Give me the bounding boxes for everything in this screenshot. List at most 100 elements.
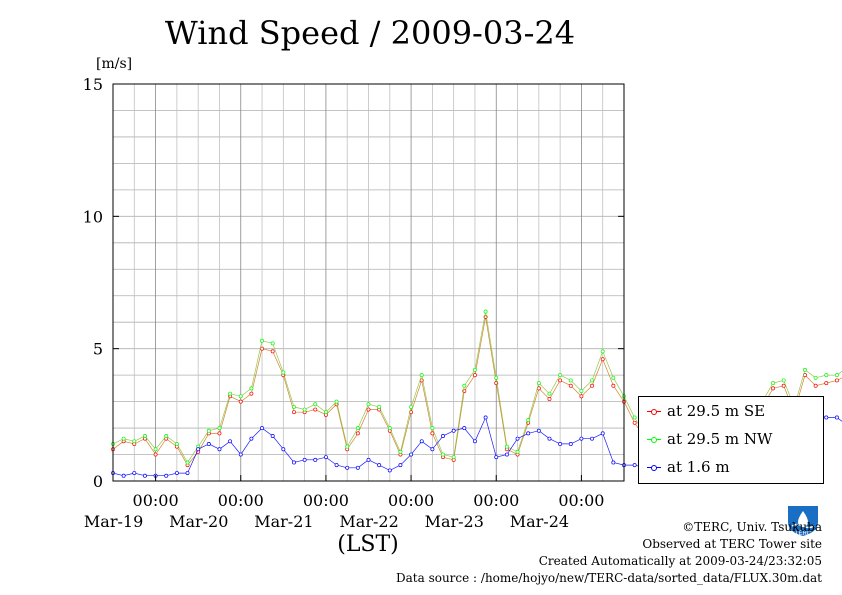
x-tick-day-label: Mar-21 [254,512,313,531]
x-tick-day-label: Mar-24 [510,512,569,531]
data-point [409,452,414,457]
data-point [494,375,499,380]
data-point [185,460,190,465]
data-point [206,441,211,446]
x-tick-time-label: 00:00 [473,491,519,510]
data-point [292,404,296,409]
series-line [112,316,842,467]
data-point [504,444,509,449]
data-point [270,349,275,354]
data-point [323,410,328,415]
data-point [558,373,563,378]
data-point [345,444,350,449]
data-point [323,455,328,460]
x-tick-time-label: 00:00 [218,491,264,510]
data-point [430,431,435,436]
data-point [451,455,456,460]
data-point [430,447,435,452]
data-point [132,439,137,444]
y-tick-label: 15 [83,75,103,94]
legend-item-se: at 29.5 m SE [647,400,765,422]
data-point [579,394,584,399]
created-text: Created Automatically at 2009-03-24/23:3… [538,554,822,568]
data-point [462,383,467,388]
data-point [260,426,264,431]
data-point [494,455,499,460]
data-point [174,441,179,446]
data-point [473,373,477,378]
credits: ©TERC, Univ. Tsukuba Observed at TERC To… [396,519,822,587]
data-point [313,402,318,407]
data-point [536,428,541,433]
data-point [281,447,286,452]
data-point [483,415,488,420]
data-point [249,436,254,441]
data-point [611,375,616,380]
data-point [153,452,158,457]
data-point [771,386,775,391]
data-point [547,391,552,396]
data-point [377,463,382,468]
data-point [515,449,520,454]
data-point [132,471,137,476]
data-point [781,378,786,383]
data-point [345,465,350,470]
data-point [568,441,573,446]
data-point [249,386,254,391]
data-point [270,434,275,438]
data-point [547,397,552,401]
data-point [260,338,264,343]
legend-label-low: at 1.6 m [667,458,730,476]
data-point [632,420,637,425]
x-tick-time-label: 00:00 [558,491,604,510]
legend: at 29.5 m SE at 29.5 m NW at 1.6 m [638,396,824,484]
data-point [462,426,467,431]
source-text: Data source : /home/hojyo/new/TERC-data/… [396,571,822,585]
data-point [164,473,169,478]
data-point [632,463,637,468]
data-point [590,383,595,388]
data-point [568,383,573,388]
data-point [579,436,584,441]
data-point [409,404,414,409]
chart-title: Wind Speed / 2009-03-24 [164,14,576,52]
data-point [813,375,818,380]
y-axis-unit: [m/s] [96,56,133,72]
data-point [121,436,126,441]
data-point [504,452,509,457]
data-point [228,439,233,444]
legend-item-nw: at 29.5 m NW [647,428,772,450]
data-point [834,415,839,420]
y-tick-label: 10 [83,207,103,226]
data-point [377,404,382,409]
data-point [771,381,775,386]
data-point [398,449,403,454]
site-text: Observed at TERC Tower site [642,537,822,551]
data-point [813,383,818,388]
data-point [228,391,233,396]
data-point [121,473,126,478]
data-point [600,431,605,436]
data-point [260,346,264,351]
legend-swatch-low [647,463,661,473]
data-point [473,439,477,444]
data-point [611,383,616,388]
data-point [302,407,307,412]
data-point [781,383,786,388]
data-point [611,460,616,465]
data-point [292,460,296,465]
terc-logo-icon: TERC [784,502,822,538]
data-point [366,402,371,407]
data-point [536,381,541,386]
data-point [526,418,531,423]
copyright-text: ©TERC, Univ. Tsukuba [682,520,822,534]
data-point [579,389,584,393]
data-point [483,309,488,314]
legend-item-low: at 1.6 m [647,456,730,478]
data-point [164,434,169,438]
data-point [526,431,531,436]
x-tick-day-label: Mar-23 [425,512,484,531]
data-point [473,367,477,372]
plot-frame [112,83,625,482]
